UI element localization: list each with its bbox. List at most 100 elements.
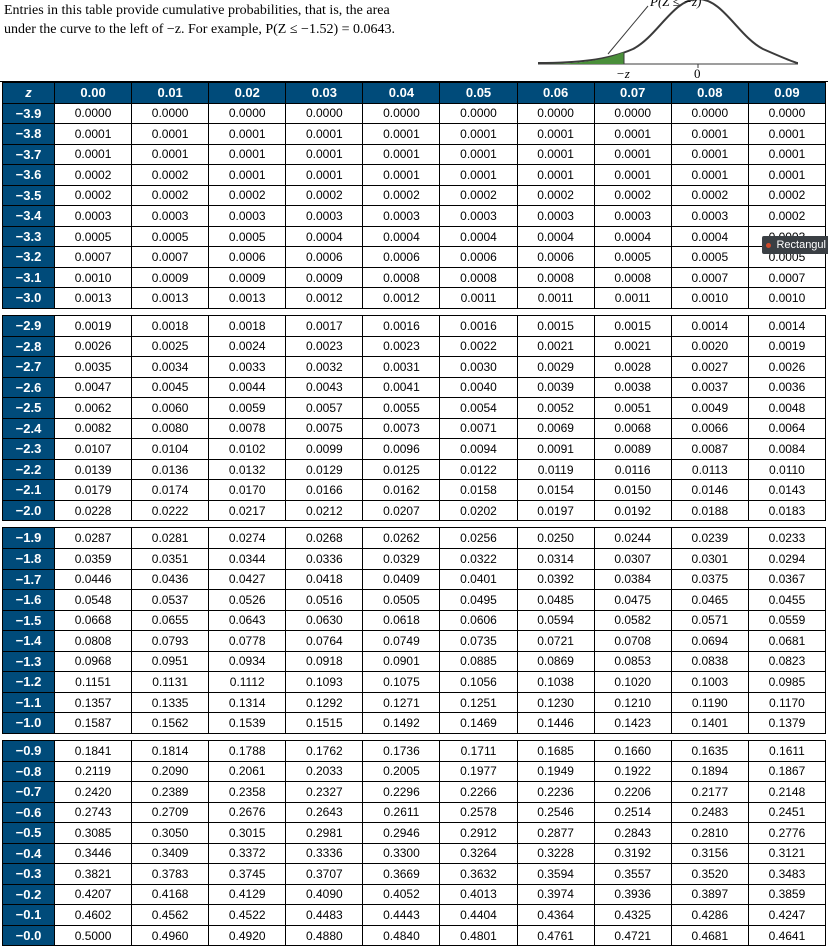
prob-cell: 0.1469 xyxy=(440,713,517,734)
prob-cell: 0.4443 xyxy=(363,905,440,926)
prob-cell: 0.0026 xyxy=(55,336,132,357)
prob-cell: 0.0228 xyxy=(55,500,132,521)
prob-cell: 0.4522 xyxy=(209,905,286,926)
z-row-label: −1.8 xyxy=(3,549,55,570)
prob-cell: 0.0001 xyxy=(748,124,825,145)
prob-cell: 0.0778 xyxy=(209,631,286,652)
prob-cell: 0.0039 xyxy=(517,377,594,398)
prob-cell: 0.0000 xyxy=(671,103,748,124)
table-row: −0.30.38210.37830.37450.37070.36690.3632… xyxy=(3,864,826,885)
prob-cell: 0.0764 xyxy=(286,631,363,652)
table-row: −3.70.00010.00010.00010.00010.00010.0001… xyxy=(3,144,826,165)
table-row: −0.60.27430.27090.26760.26430.26110.2578… xyxy=(3,802,826,823)
prob-cell: 0.0359 xyxy=(55,549,132,570)
prob-cell: 0.3446 xyxy=(55,843,132,864)
prob-cell: 0.0035 xyxy=(55,357,132,378)
prob-cell: 0.2483 xyxy=(671,802,748,823)
prob-cell: 0.0002 xyxy=(55,185,132,206)
prob-cell: 0.0000 xyxy=(517,103,594,124)
prob-cell: 0.1492 xyxy=(363,713,440,734)
prob-cell: 0.0001 xyxy=(517,144,594,165)
prob-cell: 0.0031 xyxy=(363,357,440,378)
prob-cell: 0.0044 xyxy=(209,377,286,398)
prob-cell: 0.0418 xyxy=(286,569,363,590)
prob-cell: 0.0268 xyxy=(286,528,363,549)
prob-cell: 0.0307 xyxy=(594,549,671,570)
prob-cell: 0.0001 xyxy=(594,165,671,186)
header-col: 0.02 xyxy=(209,83,286,104)
z-row-label: −0.1 xyxy=(3,905,55,926)
prob-cell: 0.0001 xyxy=(594,144,671,165)
prob-cell: 0.1230 xyxy=(517,692,594,713)
table-row: −1.90.02870.02810.02740.02680.02620.0256… xyxy=(3,528,826,549)
prob-cell: 0.0015 xyxy=(594,316,671,337)
header-col: 0.07 xyxy=(594,83,671,104)
prob-cell: 0.4880 xyxy=(286,925,363,946)
prob-cell: 0.0006 xyxy=(517,247,594,268)
header-col: 0.00 xyxy=(55,83,132,104)
prob-cell: 0.0003 xyxy=(440,206,517,227)
prob-cell: 0.0011 xyxy=(440,288,517,309)
prob-cell: 0.0643 xyxy=(209,610,286,631)
intro-section: Entries in this table provide cumulative… xyxy=(0,0,828,82)
table-row: −0.20.42070.41680.41290.40900.40520.4013… xyxy=(3,884,826,905)
z-row-label: −2.5 xyxy=(3,398,55,419)
prob-cell: 0.0007 xyxy=(132,247,209,268)
prob-cell: 0.0375 xyxy=(671,569,748,590)
z-row-label: −0.7 xyxy=(3,782,55,803)
table-row: −1.70.04460.04360.04270.04180.04090.0401… xyxy=(3,569,826,590)
prob-cell: 0.2090 xyxy=(132,761,209,782)
prob-cell: 0.0045 xyxy=(132,377,209,398)
prob-cell: 0.0066 xyxy=(671,418,748,439)
prob-cell: 0.0392 xyxy=(517,569,594,590)
prob-cell: 0.0668 xyxy=(55,610,132,631)
prob-cell: 0.0029 xyxy=(517,357,594,378)
prob-cell: 0.3192 xyxy=(594,843,671,864)
prob-cell: 0.1003 xyxy=(671,672,748,693)
z-row-label: −2.1 xyxy=(3,480,55,501)
prob-cell: 0.1711 xyxy=(440,740,517,761)
z-row-label: −2.3 xyxy=(3,439,55,460)
prob-cell: 0.0010 xyxy=(671,288,748,309)
prob-cell: 0.0005 xyxy=(594,247,671,268)
prob-cell: 0.0119 xyxy=(517,459,594,480)
prob-cell: 0.0001 xyxy=(517,124,594,145)
table-row: −3.50.00020.00020.00020.00020.00020.0002… xyxy=(3,185,826,206)
prob-cell: 0.0222 xyxy=(132,500,209,521)
prob-cell: 0.0694 xyxy=(671,631,748,652)
prob-cell: 0.0233 xyxy=(748,528,825,549)
z-table: z0.000.010.020.030.040.050.060.070.080.0… xyxy=(2,82,826,946)
prob-cell: 0.0166 xyxy=(286,480,363,501)
table-row: −0.70.24200.23890.23580.23270.22960.2266… xyxy=(3,782,826,803)
prob-cell: 0.0018 xyxy=(209,316,286,337)
tooltip-rectangular[interactable]: Rectangul xyxy=(762,236,828,254)
prob-cell: 0.4286 xyxy=(671,905,748,926)
prob-cell: 0.0793 xyxy=(132,631,209,652)
prob-cell: 0.0951 xyxy=(132,651,209,672)
prob-cell: 0.4247 xyxy=(748,905,825,926)
prob-cell: 0.4641 xyxy=(748,925,825,946)
prob-cell: 0.0015 xyxy=(517,316,594,337)
prob-cell: 0.0367 xyxy=(748,569,825,590)
prob-cell: 0.0004 xyxy=(363,226,440,247)
prob-cell: 0.0005 xyxy=(209,226,286,247)
table-row: −0.90.18410.18140.17880.17620.17360.1711… xyxy=(3,740,826,761)
prob-cell: 0.0001 xyxy=(132,124,209,145)
prob-cell: 0.0409 xyxy=(363,569,440,590)
prob-cell: 0.2743 xyxy=(55,802,132,823)
prob-cell: 0.0040 xyxy=(440,377,517,398)
prob-cell: 0.2148 xyxy=(748,782,825,803)
z-row-label: −1.4 xyxy=(3,631,55,652)
prob-cell: 0.0427 xyxy=(209,569,286,590)
prob-cell: 0.0336 xyxy=(286,549,363,570)
prob-cell: 0.0009 xyxy=(209,267,286,288)
prob-cell: 0.0013 xyxy=(132,288,209,309)
prob-cell: 0.0003 xyxy=(363,206,440,227)
prob-cell: 0.1841 xyxy=(55,740,132,761)
prob-cell: 0.2236 xyxy=(517,782,594,803)
prob-cell: 0.0244 xyxy=(594,528,671,549)
prob-cell: 0.0052 xyxy=(517,398,594,419)
table-row: −1.60.05480.05370.05260.05160.05050.0495… xyxy=(3,590,826,611)
prob-cell: 0.4404 xyxy=(440,905,517,926)
prob-cell: 0.2946 xyxy=(363,823,440,844)
